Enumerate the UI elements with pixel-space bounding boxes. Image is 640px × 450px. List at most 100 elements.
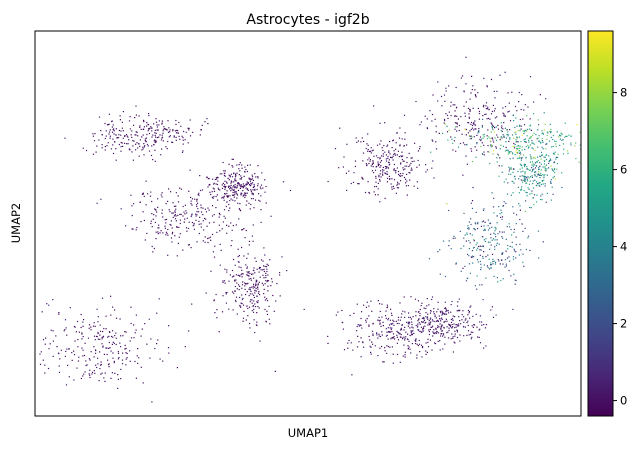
data-point [482,255,484,258]
data-point [521,149,523,151]
data-point [385,167,388,169]
data-point [551,146,553,148]
data-point [444,100,446,102]
data-point [327,335,329,337]
data-point [352,349,354,351]
data-point [207,207,209,209]
data-point [497,281,499,283]
data-point [245,283,247,285]
data-point [429,339,431,341]
data-point [481,321,483,323]
data-point [546,143,548,145]
data-point [64,329,66,331]
data-point [397,187,400,189]
data-point [487,145,489,147]
data-point [495,227,497,229]
data-point [536,194,538,196]
data-point [409,316,411,318]
data-point [391,337,393,339]
data-point [39,363,42,365]
data-point [471,234,473,236]
data-point [261,172,263,174]
data-point [65,350,67,352]
data-point [392,353,394,355]
data-point [269,259,271,261]
data-point [462,310,464,312]
data-point [506,257,509,259]
data-point [481,284,483,286]
data-point [259,340,261,342]
data-point [553,168,556,170]
data-point [132,140,134,142]
data-point [406,173,408,175]
data-point [230,184,232,186]
data-point [448,129,450,131]
data-point [142,148,144,150]
data-point [168,188,170,190]
data-point [508,152,511,154]
data-point [137,147,139,149]
data-point [453,323,455,325]
data-point [536,181,538,183]
data-point [459,334,461,336]
data-point [498,175,500,177]
data-point [377,163,379,165]
data-point [409,348,411,350]
data-point [537,174,539,176]
data-point [421,317,423,319]
data-point [425,353,427,355]
data-point [129,350,131,352]
data-point [463,316,465,318]
data-point [124,331,126,333]
data-point [96,366,98,369]
data-point [402,172,404,175]
data-point [541,138,543,140]
data-point [382,166,384,169]
data-point [517,157,519,160]
data-point [514,154,516,156]
data-point [146,232,148,234]
data-point [262,269,264,271]
data-point [423,307,425,309]
data-point [257,284,259,286]
data-point [465,128,467,131]
data-point [209,191,211,193]
data-point [550,128,552,130]
data-point [471,136,473,138]
data-point [489,222,492,224]
data-point [389,140,391,143]
data-point [92,135,94,137]
data-point [69,307,71,309]
data-point [350,182,352,185]
data-point [154,129,156,131]
data-point [463,321,465,323]
data-point [251,178,253,180]
data-point [225,302,227,304]
data-point [470,123,472,125]
data-point [239,203,241,205]
data-point [423,319,426,321]
data-point [257,183,259,185]
data-point [529,118,531,120]
data-point [214,178,216,181]
data-point [78,331,80,333]
data-point [530,124,532,126]
data-point [172,130,174,132]
data-point [377,188,379,190]
data-point [77,360,80,362]
data-point [251,192,253,194]
data-point [387,155,389,158]
data-point [436,331,438,333]
data-point [543,163,545,165]
data-point [411,334,413,336]
data-point [411,321,413,323]
data-point [510,275,512,277]
data-point [249,301,251,303]
data-point [142,382,144,384]
data-point [519,124,521,126]
data-point [369,339,371,341]
data-point [238,261,240,263]
data-point [497,233,499,235]
data-point [453,140,455,142]
data-point [428,258,430,260]
